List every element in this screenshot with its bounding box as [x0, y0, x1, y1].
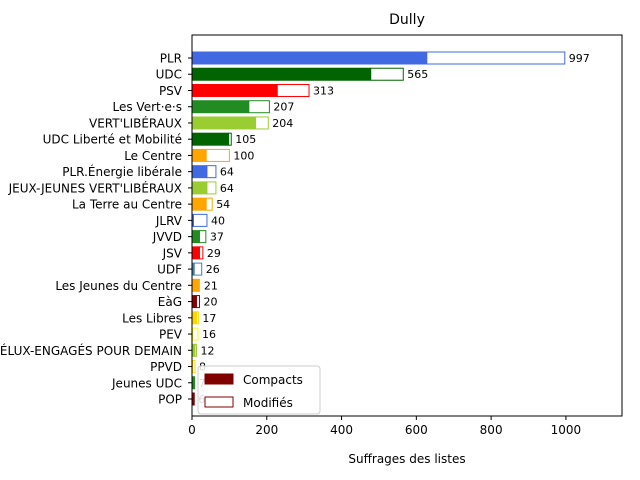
bars [192, 51, 566, 406]
y-tick-label: Les Vert·e·s [113, 100, 183, 114]
bar-modifies [198, 230, 207, 244]
bar-compacts [192, 116, 256, 130]
value-label: 12 [200, 344, 214, 357]
value-label: 100 [233, 149, 254, 162]
y-tick-label: UDC [156, 68, 182, 82]
value-label: 204 [272, 117, 293, 130]
y-tick-label: JEUNES ÉLUX-ENGAGÉS POUR DEMAIN [0, 343, 182, 358]
bar-compacts [192, 67, 371, 81]
x-tick-label: 600 [405, 423, 428, 437]
x-tick-label: 0 [188, 423, 196, 437]
bar-compacts [192, 100, 249, 114]
y-tick-label: PPVD [150, 360, 182, 374]
value-label: 40 [211, 214, 225, 227]
y-tick-label: PLR [160, 52, 182, 66]
value-label: 29 [207, 247, 221, 260]
y-tick-label: PSV [159, 84, 183, 98]
bar-compacts [192, 311, 197, 325]
y-tick-label: JSV [162, 246, 183, 260]
legend: Compacts Modifiés [197, 365, 321, 415]
value-label: 17 [202, 312, 216, 325]
bar-modifies [228, 132, 232, 146]
bar-compacts [192, 181, 207, 195]
plot-frame [191, 34, 623, 417]
legend-label-modifies: Modifiés [243, 396, 293, 410]
y-tick-label: PLR.Énergie libérale [62, 164, 182, 179]
bar-compacts [192, 376, 195, 390]
bar-modifies [206, 165, 217, 179]
x-axis-label: Suffrages des listes [348, 452, 465, 466]
bar-compacts [192, 262, 195, 276]
bar-modifies [195, 295, 200, 309]
bar-modifies [370, 67, 404, 81]
value-label: 21 [204, 279, 218, 292]
value-label: 64 [220, 166, 234, 179]
bar-modifies [205, 197, 213, 211]
bar-compacts [192, 132, 229, 146]
bar-compacts [192, 343, 195, 357]
value-label: 105 [235, 133, 256, 146]
legend-swatch-compacts [204, 373, 234, 385]
bar-compacts [192, 278, 200, 292]
y-tick-label: UDF [157, 263, 182, 277]
x-tick-label: 1000 [551, 423, 582, 437]
value-label: 313 [313, 84, 334, 97]
legend-swatch-modifies [204, 396, 234, 408]
bar-compacts [192, 83, 278, 97]
y-tick-label: Le Centre [124, 149, 182, 163]
bar-modifies [248, 100, 270, 114]
x-tick-label: 800 [480, 423, 503, 437]
bar-compacts [192, 165, 207, 179]
y-tick-label: PEV [159, 328, 183, 342]
bar-compacts [192, 392, 194, 406]
y-tick-label: POP [158, 393, 182, 407]
bar-compacts [192, 295, 197, 309]
bar-modifies [192, 360, 196, 374]
value-label: 565 [407, 68, 428, 81]
bar-modifies [195, 311, 199, 325]
y-tick-label: VERT'LIBÉRAUX [89, 115, 182, 130]
bar-modifies [426, 51, 566, 65]
value-label: 997 [569, 52, 590, 65]
legend-label-compacts: Compacts [243, 373, 303, 387]
bar-modifies [192, 327, 199, 341]
y-tick-label: JVVD [152, 230, 182, 244]
bar-compacts [192, 213, 194, 227]
value-label: 64 [220, 182, 234, 195]
bar-compacts [192, 51, 427, 65]
bar-compacts [192, 246, 200, 260]
bar-modifies [193, 262, 203, 276]
value-label: 16 [202, 328, 216, 341]
chart-title: Dully [389, 12, 425, 28]
y-tick-label: Les Libres [122, 311, 182, 325]
bar-compacts [192, 197, 207, 211]
bar-modifies [198, 246, 204, 260]
bar-modifies [255, 116, 269, 130]
value-label: 26 [206, 263, 220, 276]
x-tick-label: 200 [255, 423, 278, 437]
bar-compacts [192, 148, 207, 162]
y-tick-label: JEUX-JEUNES VERT'LIBÉRAUX [8, 180, 182, 195]
value-label: 37 [210, 231, 224, 244]
value-label: 207 [273, 101, 294, 114]
value-label: 20 [203, 296, 217, 309]
y-tick-label: JLRV [155, 214, 183, 228]
y-tick-label: La Terre au Centre [72, 198, 182, 212]
y-tick-label: Jeunes UDC [111, 376, 182, 390]
bar-modifies [192, 213, 208, 227]
bar-compacts [192, 230, 200, 244]
bar-modifies [206, 181, 217, 195]
y-tick-label: EàG [158, 295, 182, 309]
bar-modifies [205, 148, 230, 162]
bar-modifies [276, 83, 310, 97]
value-label: 54 [216, 198, 230, 211]
y-tick-label: Les Jeunes du Centre [55, 279, 182, 293]
x-axis-ticks: 0 200 400 600 800 1000 [188, 416, 581, 437]
y-tick-label: UDC Liberté et Mobilité [43, 133, 182, 147]
bar-modifies [194, 343, 197, 357]
x-tick-label: 400 [330, 423, 353, 437]
